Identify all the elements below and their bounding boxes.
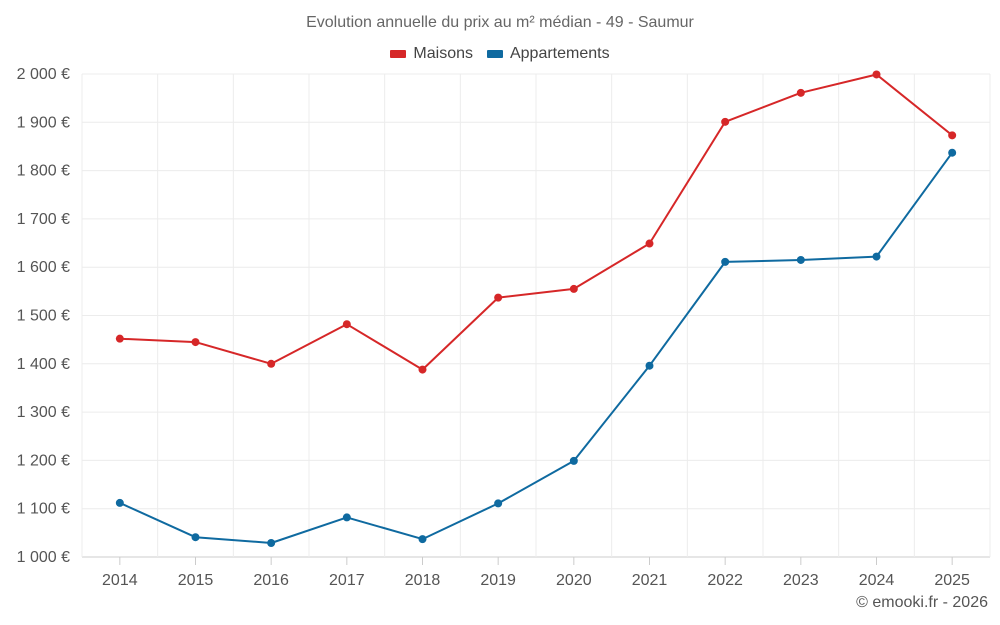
x-tick-label: 2016 — [253, 572, 289, 589]
data-point-appartements[interactable]: Appartements 2018: 1037 € — [418, 535, 427, 544]
legend-item-appartements[interactable]: Appartements — [486, 45, 610, 63]
data-point-appartements[interactable]: Appartements 2025: 1837 € — [948, 148, 957, 157]
y-tick-label: 1 100 € — [17, 501, 70, 518]
series-line-maisons — [118, 73, 954, 371]
x-tick-label: 2023 — [783, 572, 819, 589]
data-point-maisons[interactable]: Maisons 2019: 1537 € — [494, 293, 503, 302]
series-line-appartements — [118, 151, 954, 544]
data-point-appartements[interactable]: Appartements 2021: 1396 € — [645, 361, 654, 370]
x-tick-label: 2019 — [480, 572, 516, 589]
legend-label-maisons: Maisons — [413, 45, 473, 62]
y-tick-label: 1 600 € — [17, 259, 70, 276]
data-point-appartements[interactable]: Appartements 2019: 1111 € — [494, 499, 503, 508]
x-tick-label: 2024 — [859, 572, 895, 589]
legend-swatch-maisons — [390, 50, 407, 58]
data-point-maisons[interactable]: Maisons 2014: 1452 € — [115, 334, 124, 343]
data-point-maisons[interactable]: Maisons 2024: 1999 € — [872, 70, 881, 79]
y-tick-label: 1 000 € — [17, 549, 70, 566]
data-point-appartements[interactable]: Appartements 2015: 1041 € — [191, 533, 200, 542]
chart-title: Evolution annuelle du prix au m² médian … — [306, 14, 694, 31]
x-tick-label: 2020 — [556, 572, 592, 589]
y-tick-label: 1 700 € — [17, 211, 70, 228]
legend-item-maisons[interactable]: Maisons — [390, 45, 473, 63]
data-point-maisons[interactable]: Maisons 2020: 1555 € — [569, 284, 578, 293]
data-point-appartements[interactable]: Appartements 2017: 1082 € — [342, 513, 351, 522]
x-tick-label: 2014 — [102, 572, 138, 589]
legend-label-appartements: Appartements — [509, 45, 610, 62]
y-tick-label: 1 300 € — [17, 404, 70, 421]
data-point-appartements[interactable]: Appartements 2020: 1199 € — [569, 456, 578, 465]
x-tick-label: 2017 — [329, 572, 365, 589]
data-point-maisons[interactable]: Maisons 2025: 1873 € — [948, 131, 957, 140]
y-tick-label: 2 000 € — [17, 66, 70, 83]
data-point-appartements[interactable]: Appartements 2014: 1112 € — [115, 498, 124, 507]
data-point-maisons[interactable]: Maisons 2017: 1482 € — [342, 320, 351, 329]
x-tick-label: 2018 — [405, 572, 441, 589]
chart-legend: Maisons Appartements — [0, 45, 1000, 63]
x-tick-label: 2025 — [934, 572, 970, 589]
x-tick-label: 2022 — [707, 572, 743, 589]
x-tick-label: 2021 — [632, 572, 668, 589]
data-point-appartements[interactable]: Appartements 2016: 1029 € — [267, 538, 276, 547]
x-tick-label: 2015 — [178, 572, 214, 589]
data-point-maisons[interactable]: Maisons 2021: 1649 € — [645, 239, 654, 248]
y-tick-label: 1 900 € — [17, 114, 70, 131]
data-point-appartements[interactable]: Appartements 2024: 1622 € — [872, 252, 881, 261]
data-point-appartements[interactable]: Appartements 2022: 1611 € — [721, 257, 730, 266]
data-point-maisons[interactable]: Maisons 2022: 1901 € — [721, 117, 730, 126]
legend-swatch-appartements — [486, 50, 503, 58]
data-point-maisons[interactable]: Maisons 2018: 1388 € — [418, 365, 427, 374]
y-tick-label: 1 500 € — [17, 308, 70, 325]
data-point-maisons[interactable]: Maisons 2015: 1445 € — [191, 338, 200, 347]
y-tick-label: 1 400 € — [17, 356, 70, 373]
data-point-maisons[interactable]: Maisons 2023: 1961 € — [796, 88, 805, 97]
data-point-appartements[interactable]: Appartements 2023: 1615 € — [796, 255, 805, 264]
y-tick-label: 1 800 € — [17, 163, 70, 180]
y-tick-label: 1 200 € — [17, 452, 70, 469]
credit-text[interactable]: © emooki.fr - 2026 — [856, 594, 988, 611]
